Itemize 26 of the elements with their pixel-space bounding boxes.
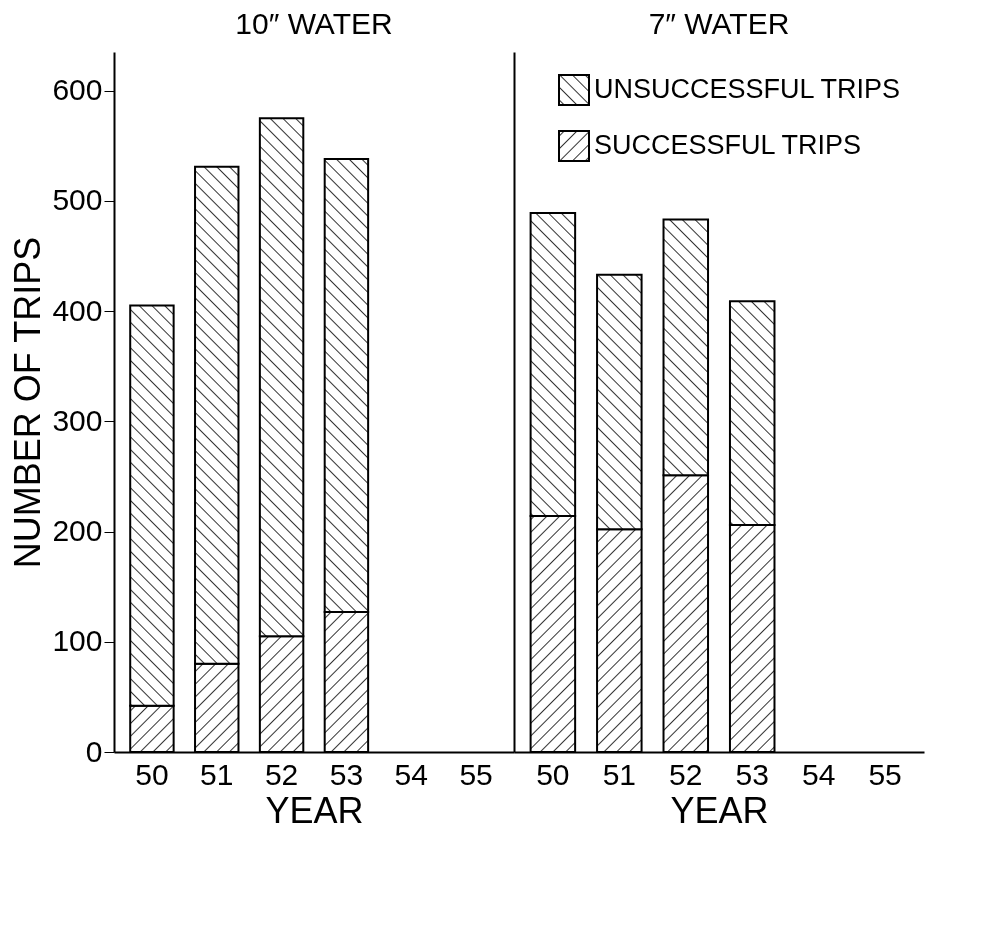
x-tick-label: 53 — [735, 757, 769, 791]
x-tick-label: 52 — [669, 757, 703, 791]
y-tick-label: 400 — [52, 293, 103, 327]
x-tick-label: 54 — [801, 757, 836, 791]
x-axis-title: YEAR — [670, 789, 769, 831]
y-tick-label: 0 — [85, 734, 103, 768]
y-tick-label: 500 — [52, 183, 103, 217]
y-tick-label: 600 — [52, 73, 103, 107]
y-tick-label: 300 — [52, 403, 103, 437]
x-tick-label: 51 — [200, 757, 234, 791]
x-axis-title: YEAR — [265, 789, 364, 831]
x-tick-label: 50 — [536, 757, 570, 791]
x-tick-label: 50 — [135, 757, 169, 791]
x-tick-label: 55 — [868, 757, 902, 791]
x-tick-label: 53 — [329, 757, 364, 791]
chart-title: 10″ WATER — [235, 7, 393, 40]
legend-label: SUCCESSFUL TRIPS — [594, 130, 862, 160]
y-tick-label: 100 — [52, 624, 103, 658]
y-axis-title: NUMBER OF TRIPS — [7, 236, 49, 569]
legend-label: UNSUCCESSFUL TRIPS — [594, 74, 901, 104]
x-tick-label: 55 — [459, 757, 493, 791]
x-tick-label: 54 — [394, 757, 428, 791]
chart-title: 7″ WATER — [648, 7, 790, 40]
x-tick-label: 52 — [264, 757, 299, 791]
y-tick-label: 200 — [52, 514, 103, 548]
x-tick-label: 51 — [602, 757, 637, 791]
